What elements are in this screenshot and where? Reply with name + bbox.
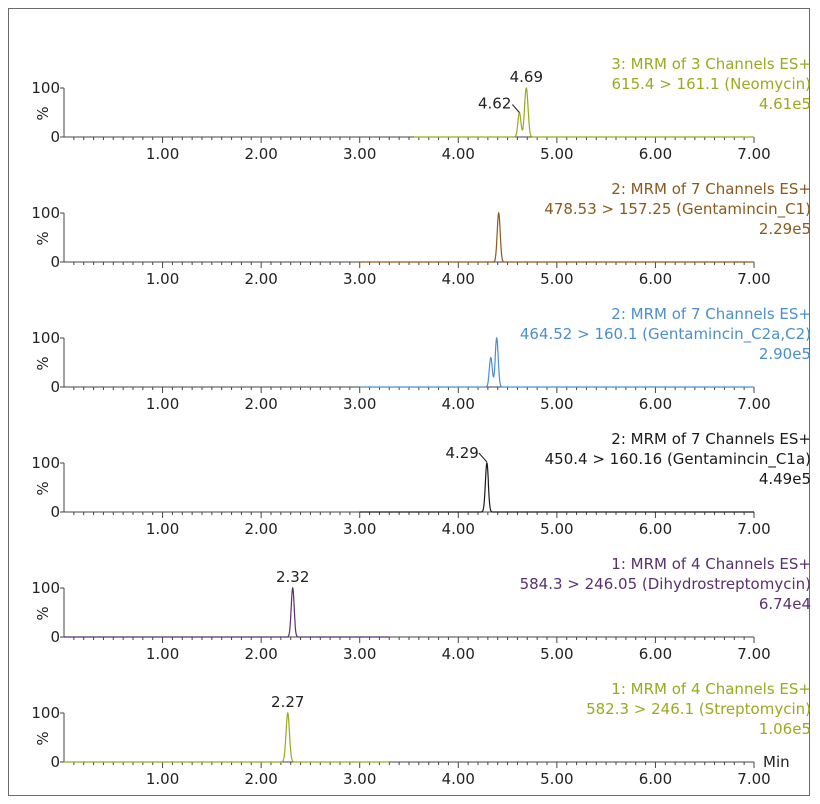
chromatogram-figure: 3: MRM of 3 Channels ES+ 615.4 > 161.1 (N…	[8, 8, 812, 796]
y-axis-label: %	[34, 606, 52, 620]
panel-title-line: 450.4 > 160.16 (Gentamincin_C1a)	[545, 450, 811, 469]
x-tick-label: 7.00	[737, 395, 770, 413]
y-axis-label: %	[34, 481, 52, 495]
panel-title-line: 6.74e4	[759, 595, 811, 613]
peak-label: 4.62	[478, 95, 511, 113]
x-tick-label: 4.00	[442, 520, 475, 538]
y-tick-label-bottom: 0	[50, 253, 60, 271]
panel-title-line: 464.52 > 160.1 (Gentamincin_C2a,C2)	[520, 325, 811, 344]
x-tick-label: 2.00	[244, 395, 277, 413]
panel-title-line: 1: MRM of 4 Channels ES+	[611, 680, 811, 698]
series-trace	[359, 336, 754, 388]
y-tick-label-bottom: 0	[50, 503, 60, 521]
panel-title-line: 2: MRM of 7 Channels ES+	[611, 180, 811, 198]
series-trace	[359, 461, 754, 513]
x-tick-label: 5.00	[540, 770, 573, 788]
y-tick-label-top: 100	[31, 79, 60, 97]
x-tick-label: 6.00	[639, 770, 672, 788]
x-tick-label: 3.00	[343, 520, 376, 538]
x-tick-label: 3.00	[343, 770, 376, 788]
x-tick-label: 1.00	[146, 395, 179, 413]
y-axis-label: %	[34, 106, 52, 120]
x-tick-label: 7.00	[737, 645, 770, 663]
peak-leader	[512, 104, 520, 113]
y-tick-label-top: 100	[31, 329, 60, 347]
x-tick-label: 7.00	[737, 145, 770, 163]
series-trace	[413, 86, 754, 138]
series-trace	[64, 711, 390, 763]
panel-title-line: 2.90e5	[759, 345, 811, 363]
panel-title-line: 2: MRM of 7 Channels ES+	[611, 430, 811, 448]
peak-label: 2.32	[276, 568, 309, 586]
panel-title-line: 2.29e5	[759, 220, 811, 238]
panel-title-line: 4.49e5	[759, 470, 811, 488]
y-tick-label-top: 100	[31, 579, 60, 597]
x-tick-label: 2.00	[244, 520, 277, 538]
x-tick-label: 1.00	[146, 770, 179, 788]
x-tick-label: 2.00	[244, 645, 277, 663]
x-axis-unit-label: Min	[763, 753, 790, 771]
panel-title-line: 1.06e5	[759, 720, 811, 738]
x-tick-label: 2.00	[244, 270, 277, 288]
series-trace	[359, 211, 754, 263]
x-tick-label: 5.00	[540, 145, 573, 163]
y-tick-label-bottom: 0	[50, 378, 60, 396]
y-tick-label-top: 100	[31, 454, 60, 472]
panel-title-line: 4.61e5	[759, 95, 811, 113]
x-tick-label: 2.00	[244, 145, 277, 163]
x-tick-label: 1.00	[146, 145, 179, 163]
series-trace	[64, 586, 390, 638]
x-tick-label: 1.00	[146, 645, 179, 663]
panel-title-line: 584.3 > 246.05 (Dihydrostreptomycin)	[520, 575, 811, 593]
x-tick-label: 6.00	[639, 395, 672, 413]
x-tick-label: 7.00	[737, 770, 770, 788]
peak-label: 2.27	[271, 693, 304, 711]
x-tick-label: 6.00	[639, 645, 672, 663]
x-tick-label: 7.00	[737, 520, 770, 538]
x-tick-label: 4.00	[442, 270, 475, 288]
panel-title-line: 582.3 > 246.1 (Streptomycin)	[586, 700, 811, 718]
panel-title-line: 615.4 > 161.1 (Neomycin)	[612, 75, 812, 93]
x-tick-label: 1.00	[146, 520, 179, 538]
panel-title-line: 2: MRM of 7 Channels ES+	[611, 305, 811, 323]
panel-title-line: 478.53 > 157.25 (Gentamincin_C1)	[544, 200, 811, 219]
x-tick-label: 4.00	[442, 395, 475, 413]
y-axis-label: %	[34, 731, 52, 745]
x-tick-label: 5.00	[540, 395, 573, 413]
peak-leader	[478, 452, 488, 463]
x-tick-label: 5.00	[540, 520, 573, 538]
x-tick-label: 1.00	[146, 270, 179, 288]
peak-label: 4.69	[510, 68, 543, 86]
y-tick-label-bottom: 0	[50, 128, 60, 146]
chromatogram-stack: 3: MRM of 3 Channels ES+ 615.4 > 161.1 (N…	[31, 55, 812, 788]
x-tick-label: 7.00	[737, 270, 770, 288]
x-tick-label: 3.00	[343, 145, 376, 163]
x-tick-label: 3.00	[343, 270, 376, 288]
x-tick-label: 4.00	[442, 645, 475, 663]
x-tick-label: 3.00	[343, 395, 376, 413]
peak-label: 4.29	[445, 444, 478, 462]
x-tick-label: 3.00	[343, 645, 376, 663]
y-tick-label-top: 100	[31, 204, 60, 222]
y-tick-label-bottom: 0	[50, 628, 60, 646]
x-tick-label: 5.00	[540, 270, 573, 288]
y-axis-label: %	[34, 231, 52, 245]
x-tick-label: 5.00	[540, 645, 573, 663]
panel-title-line: 1: MRM of 4 Channels ES+	[611, 555, 811, 573]
x-tick-label: 4.00	[442, 145, 475, 163]
y-tick-label-bottom: 0	[50, 753, 60, 771]
panel-title-line: 3: MRM of 3 Channels ES+	[611, 55, 811, 73]
y-tick-label-top: 100	[31, 704, 60, 722]
x-tick-label: 4.00	[442, 770, 475, 788]
x-tick-label: 6.00	[639, 520, 672, 538]
x-tick-label: 6.00	[639, 145, 672, 163]
y-axis-label: %	[34, 356, 52, 370]
x-tick-label: 2.00	[244, 770, 277, 788]
x-tick-label: 6.00	[639, 270, 672, 288]
